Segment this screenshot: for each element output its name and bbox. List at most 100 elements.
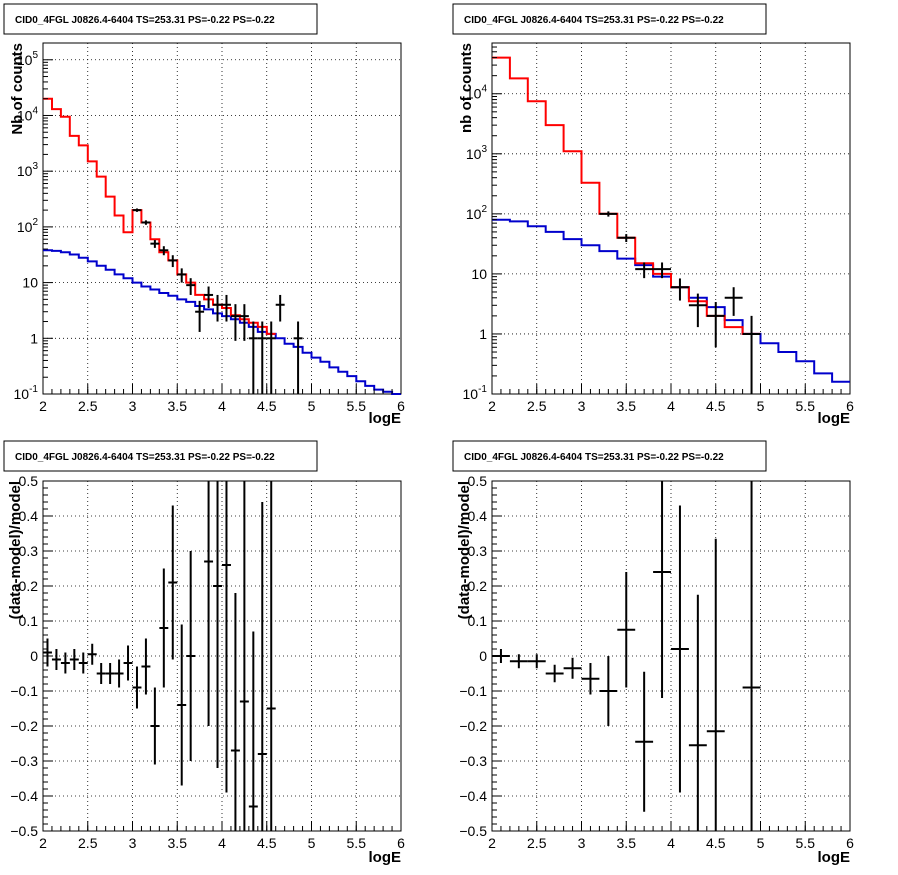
x-tick-label: 3.5 [168,835,188,851]
panel-residuals-left: CID0_4FGL J0826.4-6404 TS=253.31 PS=-0.2… [3,440,405,866]
residual-point [617,572,636,688]
y-tick-label: 10-1 [14,384,39,402]
x-tick-label: 2 [39,398,47,414]
residual-point [239,481,249,831]
grid [43,43,401,394]
panel-residuals-right: CID0_4FGL J0826.4-6404 TS=253.31 PS=-0.2… [452,440,854,866]
residual-point [706,538,725,831]
data-point [257,321,267,394]
y-tick-label: 0.5 [468,473,488,489]
y-tick-label: 0.5 [19,473,39,489]
y-tick-label: 0 [30,648,38,664]
tick-layer: 2 2.5 3 3.5 4 4.5 5 5.5 6 −0.5 −0.4 −0.3 −0.2 −0.1 0 0.… [459,473,854,851]
residual-point [222,481,231,793]
residual-point [78,652,88,674]
data-point [706,302,725,348]
grid [43,481,401,831]
x-tick-label: 3 [129,398,137,414]
y-tick-label: 104 [466,84,488,102]
y-tick-label: −0.1 [459,683,487,699]
data-point [293,321,303,394]
residual-point [563,657,582,679]
data-point [653,262,671,279]
title-box [452,3,767,35]
x-tick-label: 4.5 [706,835,726,851]
x-tick-label: 2.5 [78,835,98,851]
y-tick-label: 104 [17,105,39,123]
residual-point [257,502,267,831]
title-box [452,440,767,472]
data-point [230,304,240,341]
x-tick-label: 6 [846,835,854,851]
residual-point [177,624,187,786]
x-axis-title: logE [818,410,851,427]
residual-point [545,664,564,683]
data-point [213,294,222,322]
y-tick-label: 0.3 [468,543,488,559]
residual-point [671,505,689,793]
residual-point [581,663,600,695]
residual-point [132,666,142,709]
data-point [195,300,205,332]
residual-point [69,649,79,670]
y-tick-label: −0.3 [10,753,38,769]
residual-point [688,594,707,831]
y-tick-label: 1 [479,326,487,342]
x-tick-label: 3.5 [617,398,637,414]
series-layer [43,481,276,831]
grid [492,481,850,831]
y-axis-title: (data-model)/model [7,481,24,619]
data-point [141,220,151,225]
y-tick-label: 103 [466,144,488,162]
x-tick-label: 2 [39,835,47,851]
data-point [248,321,258,394]
data-point [742,315,761,394]
data-point [168,255,178,268]
residual-point [105,663,115,684]
x-axis-title: logE [369,849,402,866]
x-tick-label: 4 [218,835,226,851]
x-tick-label: 2.5 [78,398,98,414]
y-axis-title: nb of counts [458,43,475,133]
y-tick-label: −0.5 [459,823,487,839]
x-tick-label: 4 [667,398,675,414]
residual-point [186,551,196,761]
data-point [617,234,636,242]
x-tick-label: 5 [757,398,765,414]
y-tick-label: 103 [17,161,39,179]
residual-point [509,654,528,669]
component-model-line [43,249,401,395]
residual-point [159,568,169,688]
tick-layer: 2 2.5 3 3.5 4 4.5 5 5.5 6 10-1 1 10 102 103 104 [463,46,854,414]
y-tick-label: −0.2 [10,718,38,734]
residual-point [51,649,61,670]
y-tick-label: 105 [17,50,39,68]
y-tick-label: 0.2 [468,578,488,594]
y-tick-label: 0.1 [19,613,39,629]
series-layer [492,56,850,394]
x-tick-label: 5 [308,398,316,414]
residual-point [653,481,671,698]
x-tick-label: 3.5 [617,835,637,851]
y-tick-label: −0.4 [459,788,487,804]
residual-point [60,652,70,674]
x-tick-label: 6 [846,398,854,414]
residual-point [150,687,160,765]
x-tick-label: 3 [129,835,137,851]
residual-point [266,481,276,831]
data-point [186,278,196,295]
x-tick-label: 5.5 [796,398,816,414]
data-point [671,278,689,301]
residual-point [43,638,52,667]
x-tick-label: 2.5 [527,835,547,851]
data-point [266,321,276,394]
total-model-line [43,97,276,335]
y-tick-label: −0.3 [459,753,487,769]
x-tick-label: 4 [667,835,675,851]
x-tick-label: 4.5 [257,398,277,414]
y-tick-label: −0.5 [10,823,38,839]
residual-point [248,631,258,831]
residual-point [141,638,151,695]
y-tick-label: −0.2 [459,718,487,734]
x-tick-label: 3 [578,398,586,414]
